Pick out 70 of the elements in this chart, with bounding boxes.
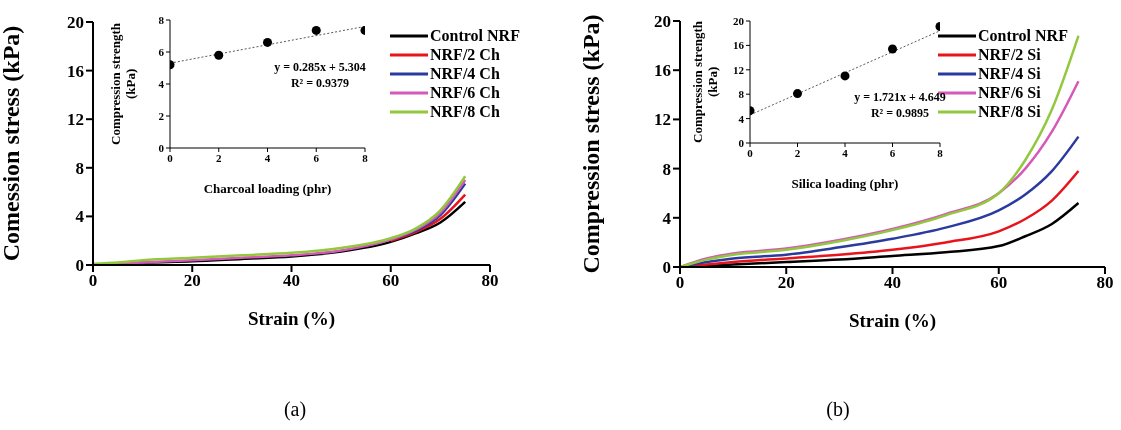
y-tick-label: 4 (158, 77, 165, 90)
y-tick-label: 2 (158, 109, 165, 122)
x-axis-title: Strain (%) (247, 308, 336, 330)
annotation: y = 1.721x + 4.649 (854, 90, 946, 104)
y-axis-title: Compression strength (kPa) (108, 22, 138, 147)
y-tick-label: 8 (158, 13, 165, 26)
x-tick-label: 80 (481, 271, 499, 291)
annotation: R² = 0.9379 (289, 76, 351, 91)
y-axis-title: Compression strength (kPa) (690, 21, 720, 143)
legend-label: NRF/8 Ch (430, 102, 500, 121)
x-tick-label: 20 (183, 271, 201, 291)
legend-label: Control NRF (978, 26, 1068, 45)
text: (a) (282, 398, 308, 421)
x-axis-title: Charcoal loading (phr) (203, 181, 332, 196)
y-tick-label: 16 (67, 61, 84, 81)
x-tick-label: 2 (794, 146, 801, 159)
y-tick-label: 20 (67, 13, 84, 33)
y-tick-label: 0 (662, 258, 671, 278)
legend-label: NRF/4 Si (978, 64, 1041, 83)
legend-label: NRF/8 Si (978, 102, 1041, 121)
y-tick-label: 12 (733, 63, 745, 76)
y-axis-title: Compression stress (kPa) (577, 14, 604, 274)
y-tick-label: 20 (654, 12, 671, 32)
y-tick-label: 16 (733, 39, 745, 52)
x-tick-label: 6 (889, 146, 896, 159)
x-tick-label: 6 (313, 151, 320, 164)
point (214, 50, 224, 60)
point (262, 37, 273, 47)
x-tick-label: 4 (264, 151, 271, 164)
y-axis-title: Comession stress (kPa) (0, 25, 24, 262)
y-tick-label: 4 (75, 207, 85, 227)
annotation: R² = 0.9895 (870, 106, 930, 120)
x-tick-label: 60 (382, 271, 400, 291)
x-tick-label: 60 (990, 273, 1008, 293)
x-tick-label: 0 (88, 271, 98, 291)
y-tick-label: 6 (158, 45, 165, 58)
y-tick-label: 20 (733, 14, 745, 27)
y-tick-label: 12 (654, 110, 671, 130)
x-tick-label: 80 (1096, 273, 1114, 293)
point (887, 44, 898, 54)
x-tick-label: 0 (675, 273, 685, 293)
y-tick-label: 16 (654, 61, 671, 81)
y-tick-label: 0 (75, 256, 84, 276)
y-tick-label: 12 (67, 110, 84, 130)
y-tick-label: 8 (738, 88, 745, 101)
x-tick-label: 8 (362, 151, 369, 164)
x-tick-label: 0 (747, 146, 754, 159)
x-tick-label: 40 (283, 271, 300, 291)
legend-label: NRF/2 Ch (430, 45, 500, 64)
point (311, 25, 321, 35)
legend-label: NRF/2 Si (978, 45, 1041, 64)
x-tick-label: 20 (777, 273, 795, 293)
x-tick-label: 40 (884, 273, 901, 293)
legend-label: NRF/6 Si (978, 83, 1041, 102)
x-tick-label: 2 (216, 151, 222, 164)
text: (b) (825, 398, 851, 421)
legend-label: NRF/4 Ch (430, 64, 500, 83)
annotation: y = 0.285x + 5.304 (273, 60, 367, 75)
legend-label: Control NRF (430, 26, 520, 45)
legend-label: NRF/6 Ch (430, 83, 500, 102)
x-tick-label: 0 (167, 151, 174, 164)
point (792, 89, 803, 99)
x-tick-label: 8 (937, 146, 944, 159)
y-tick-label: 4 (738, 112, 745, 125)
y-tick-label: 4 (662, 208, 672, 228)
x-axis-title: Silica loading (phr) (791, 176, 899, 191)
x-axis-title: Strain (%) (848, 310, 937, 332)
y-tick-label: 0 (738, 136, 745, 149)
point (840, 71, 850, 81)
x-tick-label: 4 (842, 146, 849, 159)
